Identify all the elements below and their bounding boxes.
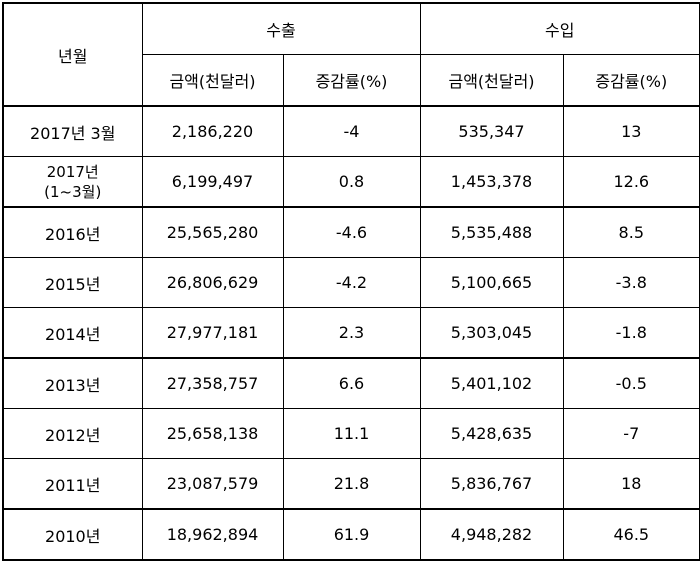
- import-rate-cell: 18: [562, 458, 700, 510]
- period-cell: 2014년: [2, 307, 143, 359]
- import-amount-cell: 535,347: [419, 105, 564, 157]
- table-row: 2011년 23,087,579 21.8 5,836,767 18: [2, 458, 700, 510]
- period-cell: 2017년 3월: [2, 105, 143, 157]
- period-cell: 2010년: [2, 508, 143, 561]
- period-cell: 2017년 (1~3월): [2, 156, 143, 208]
- import-rate-cell: 13: [562, 105, 700, 157]
- export-rate-cell: 6.6: [282, 357, 421, 409]
- export-amount-cell: 27,977,181: [141, 307, 284, 359]
- table-row: 2016년 25,565,280 -4.6 5,535,488 8.5: [2, 206, 700, 258]
- table-row: 2017년 3월 2,186,220 -4 535,347 13: [2, 105, 700, 157]
- period-cell: 2015년: [2, 257, 143, 308]
- export-amount-cell: 23,087,579: [141, 458, 284, 510]
- import-rate-cell: -3.8: [562, 257, 700, 308]
- table-row: 2015년 26,806,629 -4.2 5,100,665 -3.8: [2, 257, 700, 308]
- export-header: 수출: [141, 2, 421, 55]
- table-row: 2013년 27,358,757 6.6 5,401,102 -0.5: [2, 357, 700, 409]
- export-amount-cell: 27,358,757: [141, 357, 284, 409]
- period-cell: 2012년: [2, 408, 143, 459]
- export-rate-cell: -4: [282, 105, 421, 157]
- import-amount-cell: 5,535,488: [419, 206, 564, 258]
- period-cell: 2013년: [2, 357, 143, 409]
- import-rate-cell: 46.5: [562, 508, 700, 561]
- period-line-1: 2017년: [46, 162, 99, 181]
- import-amount-cell: 5,836,767: [419, 458, 564, 510]
- table-row: 2012년 25,658,138 11.1 5,428,635 -7: [2, 408, 700, 459]
- export-rate-cell: 61.9: [282, 508, 421, 561]
- period-cell: 2016년: [2, 206, 143, 258]
- table-row: 2014년 27,977,181 2.3 5,303,045 -1.8: [2, 307, 700, 359]
- import-amount-cell: 5,100,665: [419, 257, 564, 308]
- export-amount-cell: 25,658,138: [141, 408, 284, 459]
- export-amount-cell: 2,186,220: [141, 105, 284, 157]
- period-cell: 2011년: [2, 458, 143, 510]
- import-amount-cell: 5,401,102: [419, 357, 564, 409]
- import-rate-cell: -7: [562, 408, 700, 459]
- period-header: 년월: [2, 2, 143, 107]
- export-rate-cell: 21.8: [282, 458, 421, 510]
- table-row: 2010년 18,962,894 61.9 4,948,282 46.5: [2, 508, 700, 561]
- export-rate-cell: -4.6: [282, 206, 421, 258]
- export-amount-cell: 18,962,894: [141, 508, 284, 561]
- import-rate-header: 증감률(%): [562, 54, 700, 107]
- import-amount-cell: 5,428,635: [419, 408, 564, 459]
- export-rate-cell: 11.1: [282, 408, 421, 459]
- import-header: 수입: [419, 2, 700, 55]
- export-amount-cell: 25,565,280: [141, 206, 284, 258]
- import-rate-cell: 8.5: [562, 206, 700, 258]
- export-rate-cell: 2.3: [282, 307, 421, 359]
- export-rate-cell: 0.8: [282, 156, 421, 208]
- import-amount-cell: 1,453,378: [419, 156, 564, 208]
- import-amount-cell: 4,948,282: [419, 508, 564, 561]
- period-line-2: (1~3월): [44, 182, 102, 201]
- import-amount-header: 금액(천달러): [419, 54, 564, 107]
- export-rate-cell: -4.2: [282, 257, 421, 308]
- import-rate-cell: 12.6: [562, 156, 700, 208]
- import-amount-cell: 5,303,045: [419, 307, 564, 359]
- export-amount-header: 금액(천달러): [141, 54, 284, 107]
- export-amount-cell: 26,806,629: [141, 257, 284, 308]
- import-rate-cell: -1.8: [562, 307, 700, 359]
- export-rate-header: 증감률(%): [282, 54, 421, 107]
- export-amount-cell: 6,199,497: [141, 156, 284, 208]
- table-row: 2017년 (1~3월) 6,199,497 0.8 1,453,378 12.…: [2, 156, 700, 208]
- import-rate-cell: -0.5: [562, 357, 700, 409]
